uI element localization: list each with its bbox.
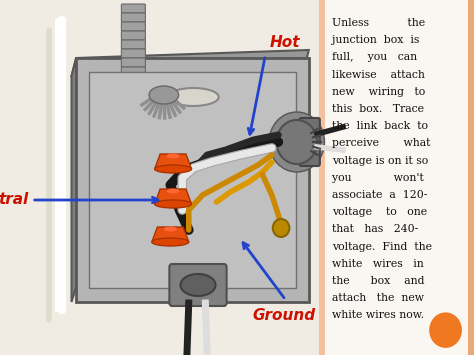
Text: tral: tral — [0, 192, 29, 208]
Bar — [319, 0, 325, 355]
FancyBboxPatch shape — [121, 22, 146, 31]
Text: Unless           the: Unless the — [332, 18, 425, 28]
Polygon shape — [72, 58, 76, 302]
Text: associate  a  120-: associate a 120- — [332, 190, 428, 200]
Ellipse shape — [181, 274, 216, 296]
Ellipse shape — [155, 165, 191, 173]
Text: white wires now.: white wires now. — [332, 310, 424, 321]
FancyBboxPatch shape — [121, 58, 146, 67]
Bar — [468, 0, 474, 355]
Ellipse shape — [166, 189, 180, 193]
FancyBboxPatch shape — [121, 31, 146, 40]
Text: perceive       what: perceive what — [332, 138, 431, 148]
Text: Ground: Ground — [252, 308, 315, 323]
Text: new    wiring   to: new wiring to — [332, 87, 426, 97]
FancyBboxPatch shape — [121, 76, 146, 85]
Bar — [323, 0, 474, 355]
Circle shape — [276, 120, 317, 164]
Text: you            won't: you won't — [332, 173, 424, 183]
FancyBboxPatch shape — [121, 85, 146, 94]
Text: likewise    attach: likewise attach — [332, 70, 425, 80]
FancyBboxPatch shape — [121, 40, 146, 49]
FancyBboxPatch shape — [121, 67, 146, 76]
Ellipse shape — [149, 86, 179, 104]
FancyBboxPatch shape — [300, 118, 320, 166]
FancyBboxPatch shape — [121, 13, 146, 22]
Text: junction  box  is: junction box is — [332, 35, 419, 45]
Text: voltage.  Find  the: voltage. Find the — [332, 242, 432, 252]
Polygon shape — [155, 189, 191, 204]
Ellipse shape — [155, 200, 191, 208]
Ellipse shape — [164, 226, 177, 231]
Text: Hot: Hot — [270, 35, 301, 50]
Ellipse shape — [168, 88, 219, 106]
Circle shape — [429, 312, 462, 348]
Polygon shape — [155, 154, 191, 169]
Text: white   wires   in: white wires in — [332, 259, 424, 269]
Bar — [76, 58, 309, 302]
Text: this  box.   Trace: this box. Trace — [332, 104, 424, 114]
Circle shape — [273, 219, 290, 237]
Polygon shape — [72, 50, 309, 76]
Text: voltage    to   one: voltage to one — [332, 207, 428, 217]
Bar — [89, 72, 296, 288]
FancyBboxPatch shape — [121, 49, 146, 58]
Polygon shape — [152, 227, 189, 242]
Text: the  link  back  to: the link back to — [332, 121, 428, 131]
FancyBboxPatch shape — [169, 264, 227, 306]
FancyBboxPatch shape — [121, 4, 146, 13]
Ellipse shape — [152, 238, 189, 246]
Text: full,    you   can: full, you can — [332, 53, 418, 62]
Ellipse shape — [166, 153, 180, 158]
Text: the      box    and: the box and — [332, 276, 425, 286]
Text: attach   the  new: attach the new — [332, 293, 424, 303]
Text: voltage is on it so: voltage is on it so — [332, 155, 428, 165]
Text: that   has   240-: that has 240- — [332, 224, 419, 234]
